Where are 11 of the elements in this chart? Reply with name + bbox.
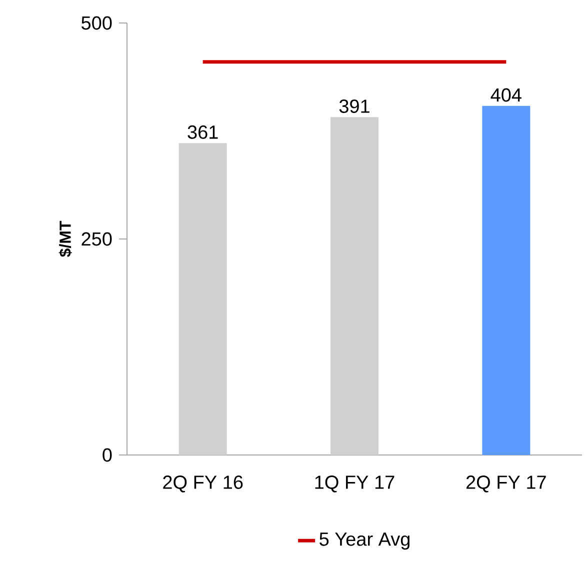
data-label: 361 [188,125,218,139]
data-label: 391 [339,100,370,113]
x-tick-label: 2Q FY 17 [466,476,546,492]
x-tick-label: 1Q FY 17 [315,476,394,492]
data-label: 404 [490,88,522,102]
legend-label: 5 Year Avg [320,532,410,550]
y-axis-title: $/MT [58,220,72,257]
y-tick-label: 250 [82,232,112,246]
y-tick-label: 0 [102,448,112,462]
x-tick-label: 2Q FY 16 [163,476,243,492]
y-tick-label: 500 [82,16,112,30]
